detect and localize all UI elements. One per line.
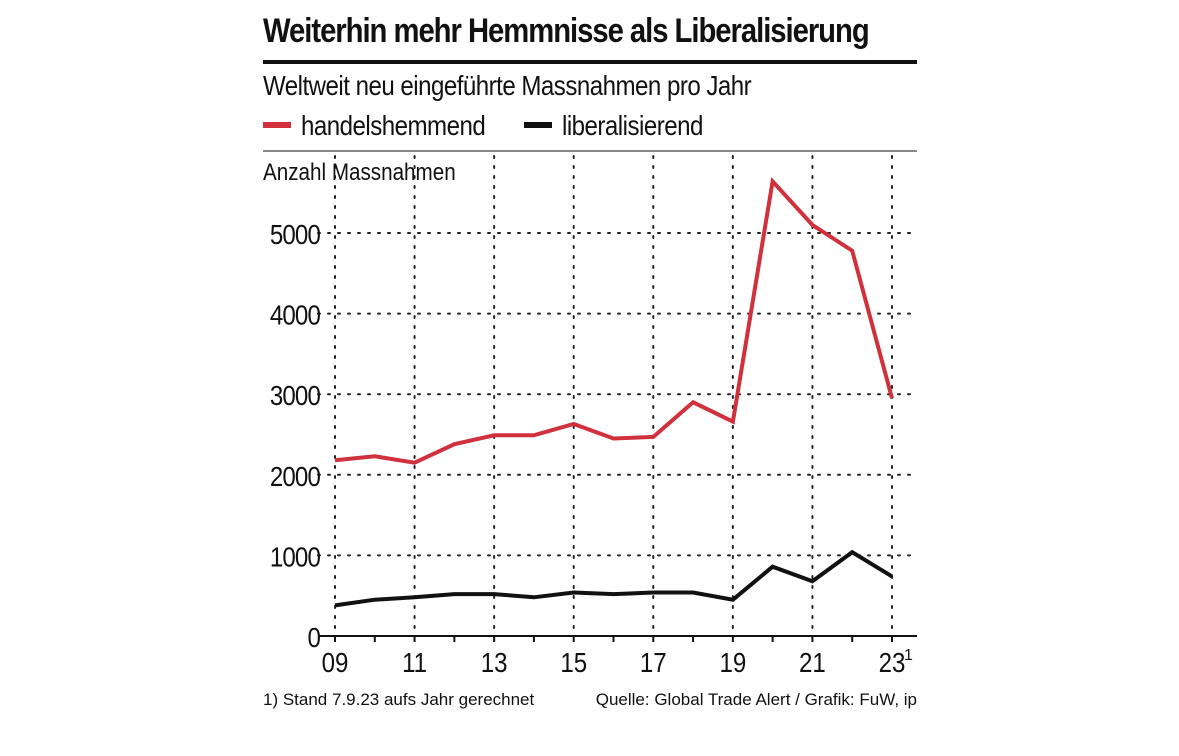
series-line-liberalisierend xyxy=(334,549,894,608)
legend-swatch-red xyxy=(263,121,291,128)
x-tick-label: 19 xyxy=(719,646,746,678)
y-tick-label: 0 xyxy=(307,621,320,653)
series-line-handelshemmend xyxy=(334,177,894,465)
y-tick-label: 1000 xyxy=(270,541,320,573)
source-credit: Quelle: Global Trade Alert / Grafik: FuW… xyxy=(595,690,917,709)
legend-label: handelshemmend xyxy=(301,110,486,141)
y-axis-label: Anzahl Massnahmen xyxy=(263,159,456,186)
footnote: 1) Stand 7.9.23 aufs Jahr gerechnet xyxy=(263,690,535,709)
y-tick-label: 3000 xyxy=(270,379,320,411)
x-tick-label: 17 xyxy=(640,646,667,678)
x-tick-label: 13 xyxy=(481,646,508,678)
x-tick-label: 11 xyxy=(402,646,427,678)
legend-item-liberalisierend: liberalisierend xyxy=(524,110,726,142)
x-tick-label: 15 xyxy=(560,646,587,678)
y-tick-label: 2000 xyxy=(270,460,320,492)
legend-swatch-black xyxy=(524,121,552,128)
legend-label: liberalisierend xyxy=(562,110,703,141)
y-tick-label: 5000 xyxy=(270,218,320,250)
chart-title: Weiterhin mehr Hemmnisse als Liberalisie… xyxy=(263,12,870,50)
y-tick-label: 4000 xyxy=(270,299,320,331)
title-rule xyxy=(263,60,917,64)
x-tick-label: 23 xyxy=(879,646,906,678)
chart-subtitle: Weltweit neu eingeführte Massnahmen pro … xyxy=(263,70,752,101)
x-tick-label: 21 xyxy=(799,646,826,678)
legend-item-handelshemmend: handelshemmend xyxy=(263,110,515,142)
x-tick-footnote-marker: 1 xyxy=(904,647,913,664)
x-tick-label: 09 xyxy=(322,646,349,678)
